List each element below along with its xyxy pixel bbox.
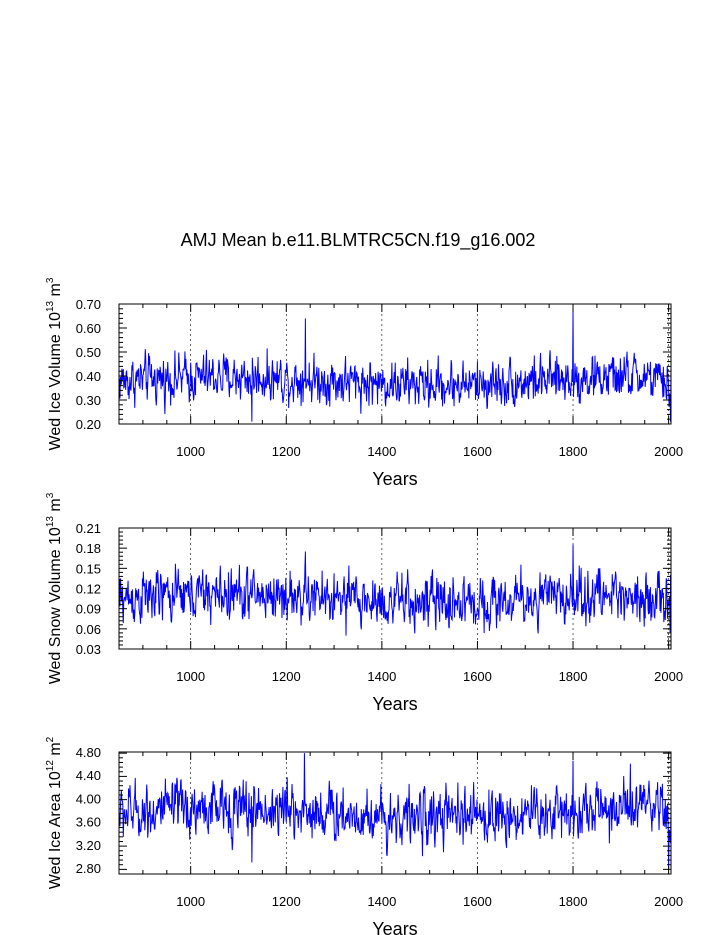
- panel-2: 1000 1200 1400 1600 1800 2000 Years 0.03 0.06 0.0…: [45, 492, 683, 714]
- y-tick-label: 0.60: [76, 321, 101, 336]
- x-tick-label: 1000: [176, 444, 205, 459]
- x-tick-label: 1800: [559, 669, 588, 684]
- y-tick-label: 3.60: [76, 815, 101, 830]
- y-tick-label: 0.15: [76, 561, 101, 576]
- x-tick-label: 2000: [654, 444, 683, 459]
- x-tick-label: 1800: [559, 444, 588, 459]
- y-axis-label: Wed Snow Volume 1013 m3: [45, 492, 64, 684]
- plot-frame: [118, 751, 672, 875]
- series-line-2: [118, 544, 672, 636]
- y-tick-label: 4.40: [76, 768, 101, 783]
- y-tick-label: 0.30: [76, 393, 101, 408]
- x-tick-label: 1600: [463, 894, 492, 909]
- series-line-3: [118, 753, 672, 869]
- y-tick-label: 0.12: [76, 582, 101, 597]
- y-tick-label: 0.21: [76, 521, 101, 536]
- x-tick-label: 1400: [367, 444, 396, 459]
- y-axis-label: Wed Ice Volume 1013 m3: [45, 277, 64, 450]
- x-tick-label: 1000: [176, 669, 205, 684]
- x-tick-label: 1800: [559, 894, 588, 909]
- x-tick-label: 2000: [654, 669, 683, 684]
- y-tick-label: 0.09: [76, 602, 101, 617]
- y-tick-label: 4.80: [76, 745, 101, 760]
- y-tick-label: 0.50: [76, 345, 101, 360]
- y-tick-label: 0.18: [76, 541, 101, 556]
- panel-3: 1000 1200 1400 1600 1800 2000 Years 2.80 3.20 3.6…: [45, 736, 683, 935]
- y-axis-label: Wed Ice Area 1012 m2: [45, 736, 64, 889]
- x-tick-label: 2000: [654, 894, 683, 909]
- y-tick-label: 0.06: [76, 622, 101, 637]
- panels-group: 1000 1200 1400 1600 1800 2000 Years 0.20 0.30 0.4…: [45, 277, 683, 935]
- x-tick-label: 1200: [272, 669, 301, 684]
- x-tick-label: 1000: [176, 894, 205, 909]
- y-tick-label: 4.00: [76, 791, 101, 806]
- figure-title: AMJ Mean b.e11.BLMTRC5CN.f19_g16.002: [181, 230, 536, 251]
- x-tick-label: 1600: [463, 444, 492, 459]
- x-axis-label: Years: [372, 919, 417, 935]
- x-axis-label: Years: [372, 469, 417, 489]
- x-tick-label: 1400: [367, 894, 396, 909]
- x-tick-label: 1400: [367, 669, 396, 684]
- y-tick-label: 3.20: [76, 838, 101, 853]
- x-axis-label: Years: [372, 694, 417, 714]
- x-tick-label: 1200: [272, 894, 301, 909]
- y-tick-label: 0.03: [76, 642, 101, 657]
- x-tick-label: 1200: [272, 444, 301, 459]
- panel-1: 1000 1200 1400 1600 1800 2000 Years 0.20 0.30 0.4…: [45, 277, 683, 489]
- y-tick-label: 0.40: [76, 369, 101, 384]
- y-tick-label: 0.70: [76, 297, 101, 312]
- x-tick-label: 1600: [463, 669, 492, 684]
- series-line-1: [118, 311, 672, 422]
- plot-frame: [118, 303, 672, 425]
- y-tick-label: 0.20: [76, 417, 101, 432]
- y-tick-label: 2.80: [76, 861, 101, 876]
